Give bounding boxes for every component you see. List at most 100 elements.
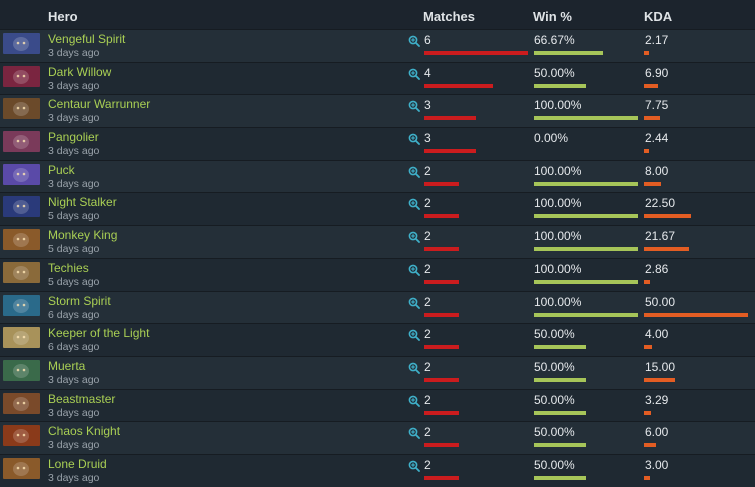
kda-bar xyxy=(644,181,661,186)
win-rate-bar xyxy=(534,214,638,219)
hero-name-link[interactable]: Dark Willow xyxy=(48,64,112,79)
night-stalker-portrait[interactable] xyxy=(3,196,40,218)
win-rate-value: 100.00% xyxy=(534,98,582,113)
muerta-portrait[interactable] xyxy=(3,359,40,381)
header-hero[interactable]: Hero xyxy=(48,9,78,24)
matches-bar xyxy=(424,214,459,219)
win-rate-bar xyxy=(534,475,586,480)
zoom-in-icon[interactable] xyxy=(408,230,420,244)
hero-name-link[interactable]: Night Stalker xyxy=(48,195,117,210)
kda-value: 3.29 xyxy=(645,392,669,407)
table-row: Storm Spirit 6 days ago 2 100.00% 50.00 xyxy=(0,290,755,324)
lone-druid-portrait[interactable] xyxy=(3,457,40,479)
kda-value: 6.00 xyxy=(645,425,669,440)
win-rate-bar xyxy=(534,116,638,121)
zoom-in-icon[interactable] xyxy=(408,197,420,211)
keeper-of-the-light-portrait[interactable] xyxy=(3,327,40,349)
dark-willow-portrait[interactable] xyxy=(3,65,40,87)
zoom-in-icon[interactable] xyxy=(408,361,420,374)
matches-bar xyxy=(424,475,459,480)
pangolier-portrait[interactable] xyxy=(3,131,40,153)
zoom-in-icon[interactable] xyxy=(408,34,420,47)
hero-name-link[interactable]: Pangolier xyxy=(48,130,99,145)
kda-value: 6.90 xyxy=(645,65,669,80)
beastmaster-portrait[interactable] xyxy=(3,392,40,414)
kda-bar xyxy=(644,214,691,219)
zoom-in-icon[interactable] xyxy=(408,426,420,440)
matches-bar xyxy=(424,345,459,350)
table-body: Vengeful Spirit 3 days ago 6 66.67% 2.17 Dark… xyxy=(0,29,755,487)
table-row: Centaur Warrunner 3 days ago 3 100.00% 7.75 xyxy=(0,94,755,128)
matches-count: 6 xyxy=(424,33,431,47)
win-rate-value: 50.00% xyxy=(534,392,575,407)
zoom-in-icon[interactable] xyxy=(408,296,420,309)
zoom-in-icon[interactable] xyxy=(408,165,420,178)
zoom-in-icon[interactable] xyxy=(408,132,420,145)
kda-bar xyxy=(644,116,660,121)
last-played-time: 3 days ago xyxy=(48,373,100,386)
table-row: Chaos Knight 3 days ago 2 50.00% 6.00 xyxy=(0,421,755,454)
win-rate-bar xyxy=(534,247,638,252)
kda-bar xyxy=(644,279,650,284)
zoom-in-icon[interactable] xyxy=(408,67,420,80)
storm-spirit-portrait[interactable] xyxy=(3,294,40,316)
last-played-time: 3 days ago xyxy=(48,112,100,125)
hero-name-link[interactable]: Monkey King xyxy=(48,228,118,243)
header-win-rate[interactable]: Win % xyxy=(533,9,572,24)
win-rate-value: 50.00% xyxy=(534,65,575,80)
hero-name-link[interactable]: Muerta xyxy=(48,358,86,373)
vengeful-spirit-portrait[interactable] xyxy=(3,33,40,54)
hero-name-link[interactable]: Keeper of the Light xyxy=(48,326,150,341)
hero-name-link[interactable]: Lone Druid xyxy=(48,456,107,471)
zoom-in-icon[interactable] xyxy=(408,263,420,276)
last-played-time: 3 days ago xyxy=(48,177,100,190)
matches-count: 2 xyxy=(424,196,431,211)
hero-name-link[interactable]: Techies xyxy=(48,260,89,275)
matches-count: 2 xyxy=(424,229,431,244)
kda-bar xyxy=(644,345,652,350)
techies-portrait[interactable] xyxy=(3,261,40,283)
matches-count: 2 xyxy=(424,163,431,178)
win-rate-bar xyxy=(534,83,586,88)
monkey-king-portrait[interactable] xyxy=(3,229,40,251)
win-rate-value: 100.00% xyxy=(534,294,582,309)
hero-name-link[interactable]: Vengeful Spirit xyxy=(48,32,126,46)
hero-name-link[interactable]: Chaos Knight xyxy=(48,424,121,439)
zoom-in-icon[interactable] xyxy=(408,99,420,113)
zoom-in-icon[interactable] xyxy=(408,459,420,472)
matches-bar xyxy=(424,410,459,415)
hero-name-link[interactable]: Beastmaster xyxy=(48,391,116,406)
table-row: Vengeful Spirit 3 days ago 6 66.67% 2.17 xyxy=(0,29,755,62)
kda-bar xyxy=(644,410,651,415)
header-kda[interactable]: KDA xyxy=(644,9,673,24)
kda-value: 4.00 xyxy=(645,327,669,342)
puck-portrait[interactable] xyxy=(3,163,40,185)
zoom-in-icon[interactable] xyxy=(408,394,420,407)
win-rate-value: 50.00% xyxy=(534,359,575,374)
matches-count: 3 xyxy=(424,98,431,113)
matches-count: 2 xyxy=(424,359,431,374)
win-rate-value: 100.00% xyxy=(534,229,582,244)
hero-name-link[interactable]: Centaur Warrunner xyxy=(48,97,151,112)
hero-name-link[interactable]: Puck xyxy=(48,162,75,177)
win-rate-value: 50.00% xyxy=(534,425,575,440)
last-played-time: 6 days ago xyxy=(48,341,100,354)
hero-name-link[interactable]: Storm Spirit xyxy=(48,293,111,308)
zoom-in-icon[interactable] xyxy=(408,328,420,342)
chaos-knight-portrait[interactable] xyxy=(3,425,40,447)
header-matches[interactable]: Matches xyxy=(423,9,476,24)
centaur-warrunner-portrait[interactable] xyxy=(3,98,40,120)
last-played-time: 5 days ago xyxy=(48,210,100,223)
table-row: Night Stalker 5 days ago 2 100.00% 22.50 xyxy=(0,192,755,226)
win-rate-bar xyxy=(534,181,638,186)
matches-bar xyxy=(424,181,459,186)
matches-bar xyxy=(424,312,459,317)
kda-bar xyxy=(644,83,658,88)
win-rate-bar xyxy=(534,345,586,350)
kda-value: 3.00 xyxy=(645,457,669,472)
table-row: Puck 3 days ago 2 100.00% 8.00 xyxy=(0,159,755,193)
matches-bar xyxy=(424,51,528,55)
matches-bar xyxy=(424,83,493,88)
kda-value: 7.75 xyxy=(645,98,669,113)
win-rate-bar xyxy=(534,51,603,55)
